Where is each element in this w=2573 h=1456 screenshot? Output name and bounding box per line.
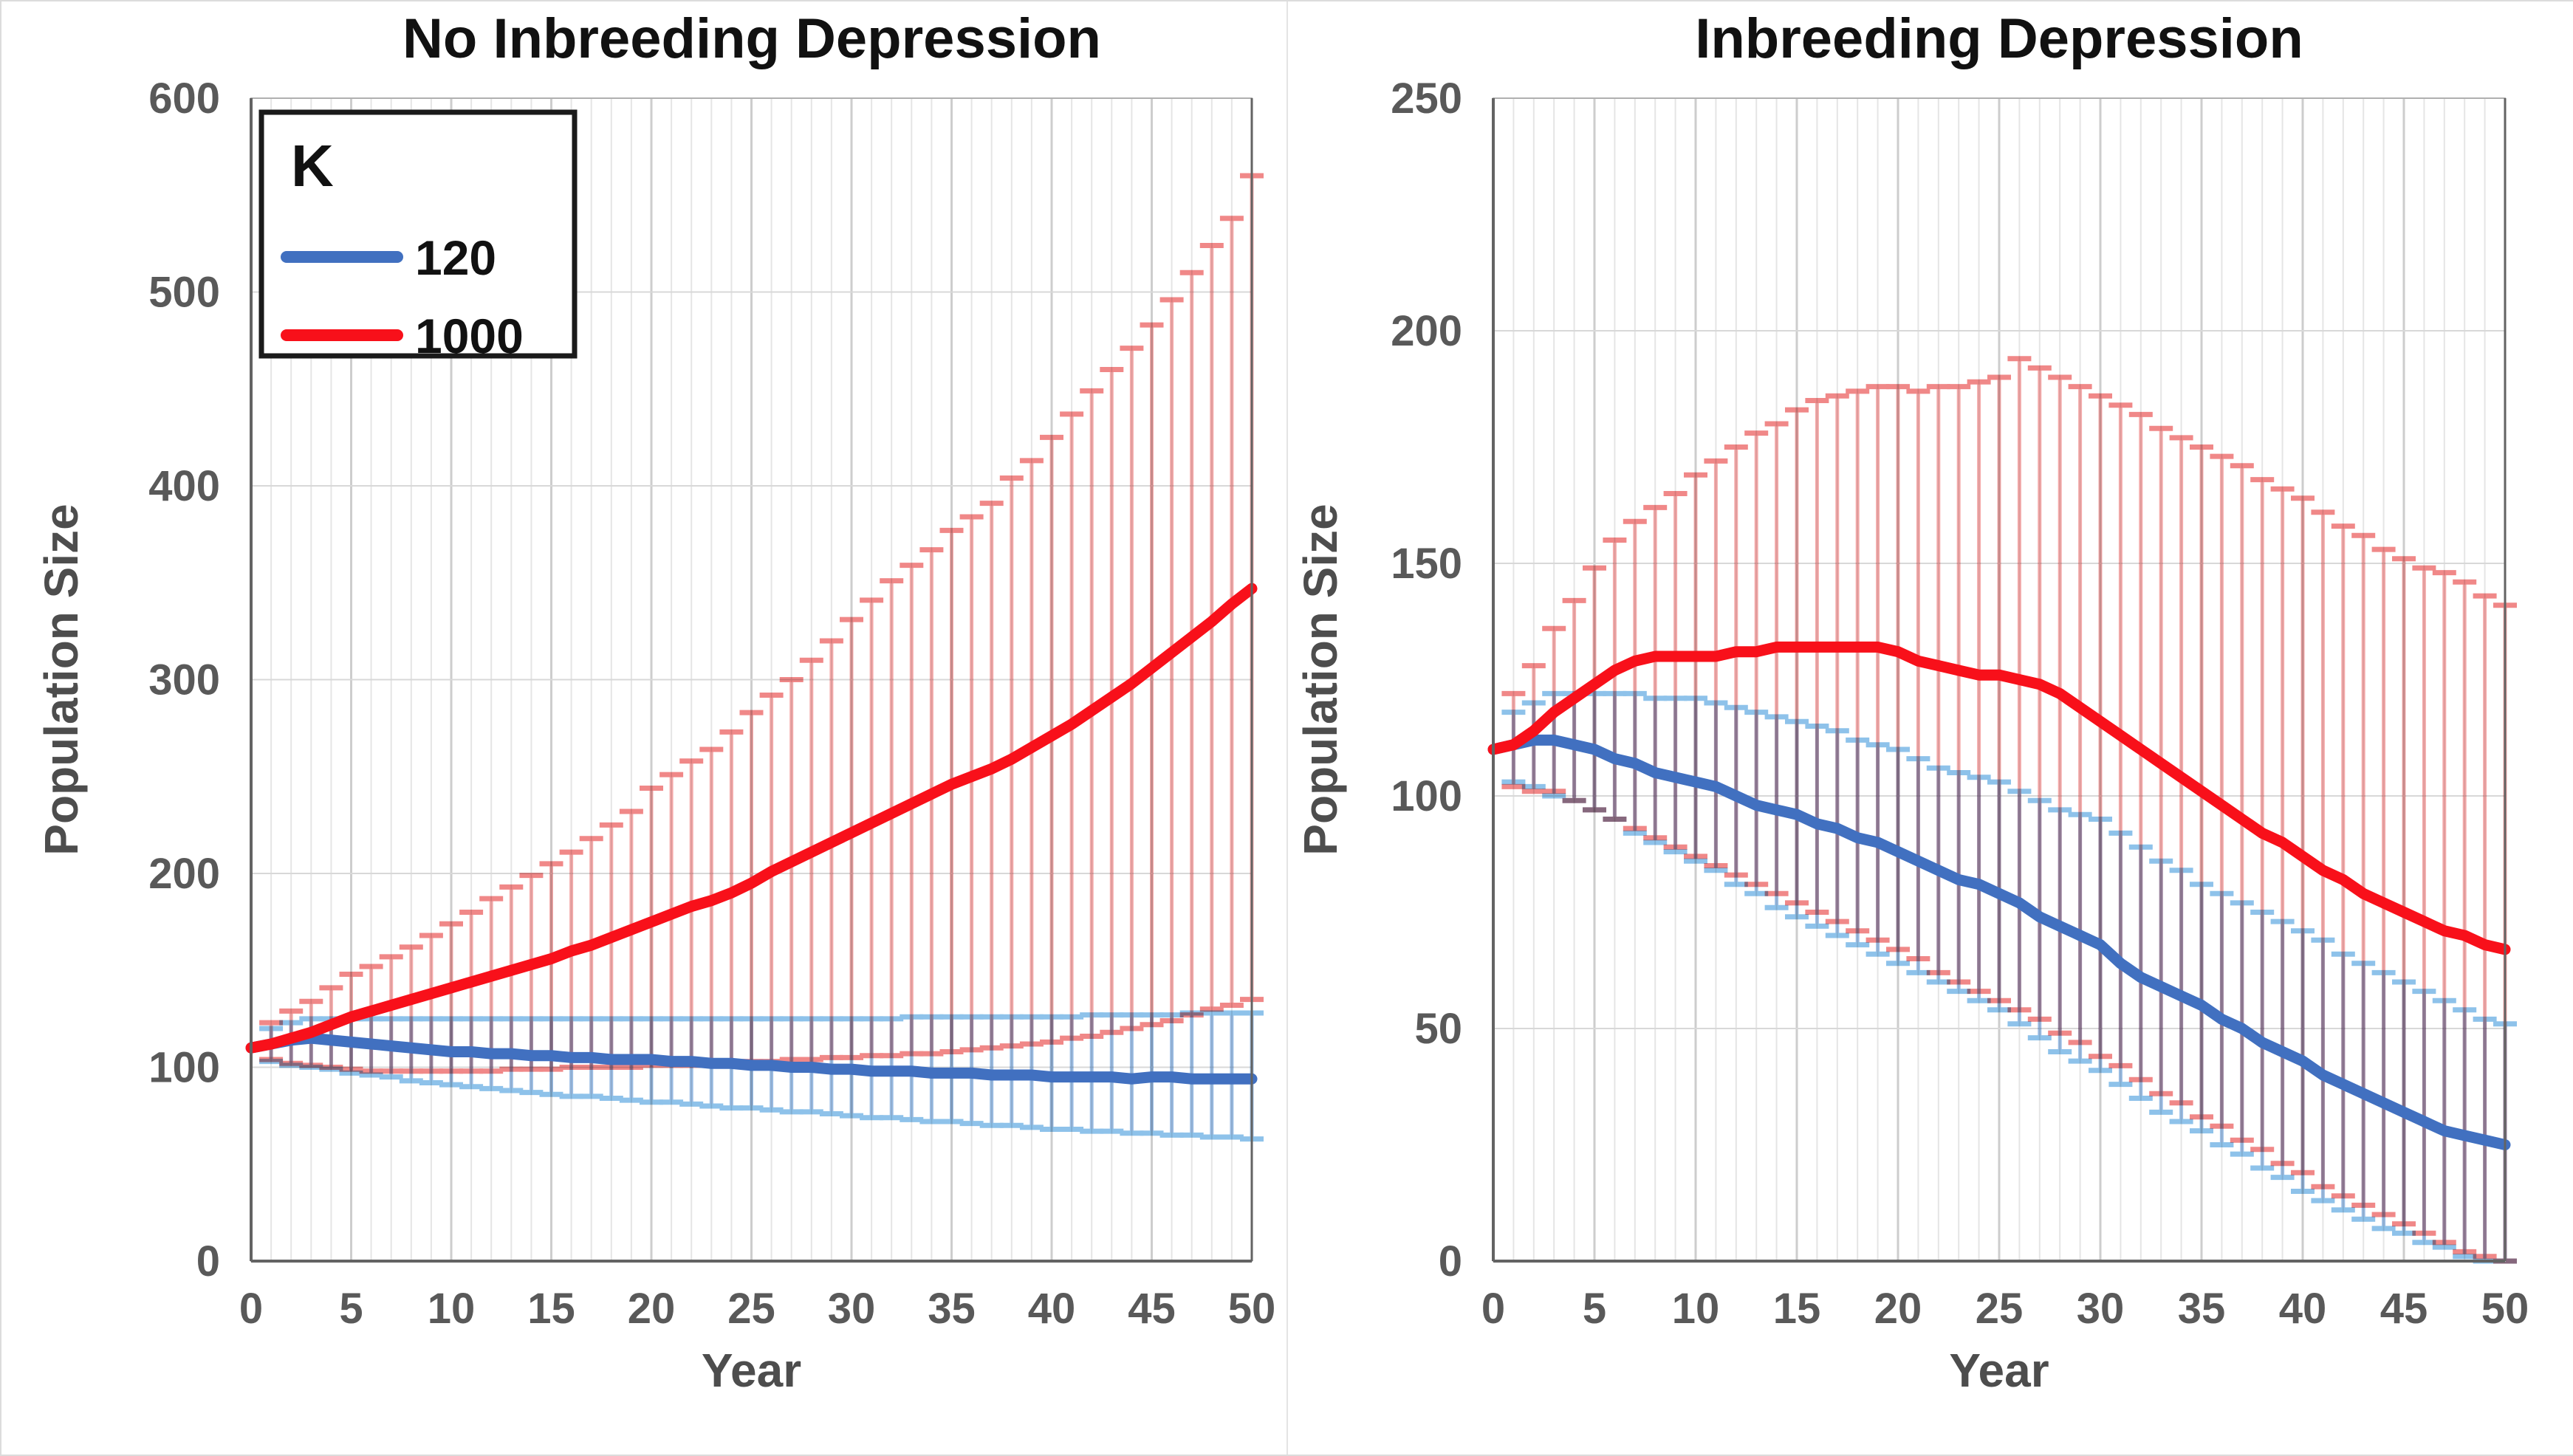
x-axis-title: Year	[702, 1344, 801, 1397]
y-axis-title: Population Size	[1294, 504, 1347, 855]
x-tick-label: 40	[2279, 1285, 2327, 1333]
chart-no-inbreeding-depression: No Inbreeding Depression0100200300400500…	[35, 7, 1276, 1397]
legend-label-120: 120	[415, 230, 496, 285]
x-tick-label: 50	[2481, 1285, 2529, 1333]
x-tick-label: 15	[527, 1285, 575, 1333]
red-data-line	[1487, 641, 2511, 955]
y-axis-title: Population Size	[35, 504, 88, 855]
y-tick-label: 100	[148, 1044, 220, 1092]
x-tick-label: 50	[1228, 1285, 1276, 1333]
x-tick-label: 45	[1128, 1285, 1176, 1333]
y-tick-label: 250	[1391, 75, 1462, 123]
x-tick-label: 5	[1583, 1285, 1606, 1333]
x-tick-label: 30	[828, 1285, 876, 1333]
y-tick-label: 200	[148, 850, 220, 898]
legend-box	[258, 109, 578, 359]
red-data-line	[245, 583, 1258, 1054]
y-tick-label: 0	[1439, 1237, 1462, 1285]
y-tick-label: 100	[1391, 772, 1462, 820]
x-tick-label: 25	[727, 1285, 775, 1333]
y-tick-label: 300	[148, 656, 220, 704]
x-tick-label: 30	[2077, 1285, 2125, 1333]
chart-panel-inbreeding: Inbreeding Depression 0 50 100 150 200 250 0 5 10…	[1286, 1, 2573, 1455]
legend-label-1000: 1000	[415, 309, 524, 363]
y-tick-label: 400	[148, 462, 220, 510]
x-tick-label: 5	[339, 1285, 363, 1333]
y-tick-label: 0	[196, 1237, 220, 1285]
x-tick-label: 10	[1672, 1285, 1720, 1333]
blue-data-line	[1487, 734, 2511, 1150]
legend-title: K	[291, 133, 334, 199]
chart-title: Inbreeding Depression	[1695, 7, 2303, 70]
x-tick-label: 20	[1874, 1285, 1922, 1333]
chart-title: No Inbreeding Depression	[402, 7, 1101, 70]
chart-inbreeding-depression: Inbreeding Depression 0 50 100 150 200 250 0 5 10…	[1294, 7, 2529, 1397]
x-tick-label: 20	[628, 1285, 676, 1333]
y-tick-label: 50	[1414, 1005, 1462, 1053]
x-tick-label: 25	[1976, 1285, 2024, 1333]
x-tick-label: 45	[2380, 1285, 2428, 1333]
y-tick-label: 150	[1391, 540, 1462, 588]
x-tick-label: 35	[2178, 1285, 2226, 1333]
chart-panel-no-inbreeding: No Inbreeding Depression 0 100 200 300 400 500…	[1, 1, 1286, 1455]
y-tick-label: 200	[1391, 307, 1462, 355]
x-tick-label: 0	[239, 1285, 263, 1333]
x-axis-title: Year	[1949, 1344, 2049, 1397]
x-tick-label: 35	[928, 1285, 976, 1333]
x-tick-label: 0	[1481, 1285, 1505, 1333]
x-tick-label: 40	[1028, 1285, 1076, 1333]
y-tick-label: 500	[148, 269, 220, 317]
blue-data-line	[245, 1032, 1258, 1085]
x-tick-label: 15	[1773, 1285, 1821, 1333]
x-tick-label: 10	[428, 1285, 476, 1333]
y-tick-label: 600	[148, 75, 220, 123]
legend: K 120 1000	[258, 109, 578, 363]
